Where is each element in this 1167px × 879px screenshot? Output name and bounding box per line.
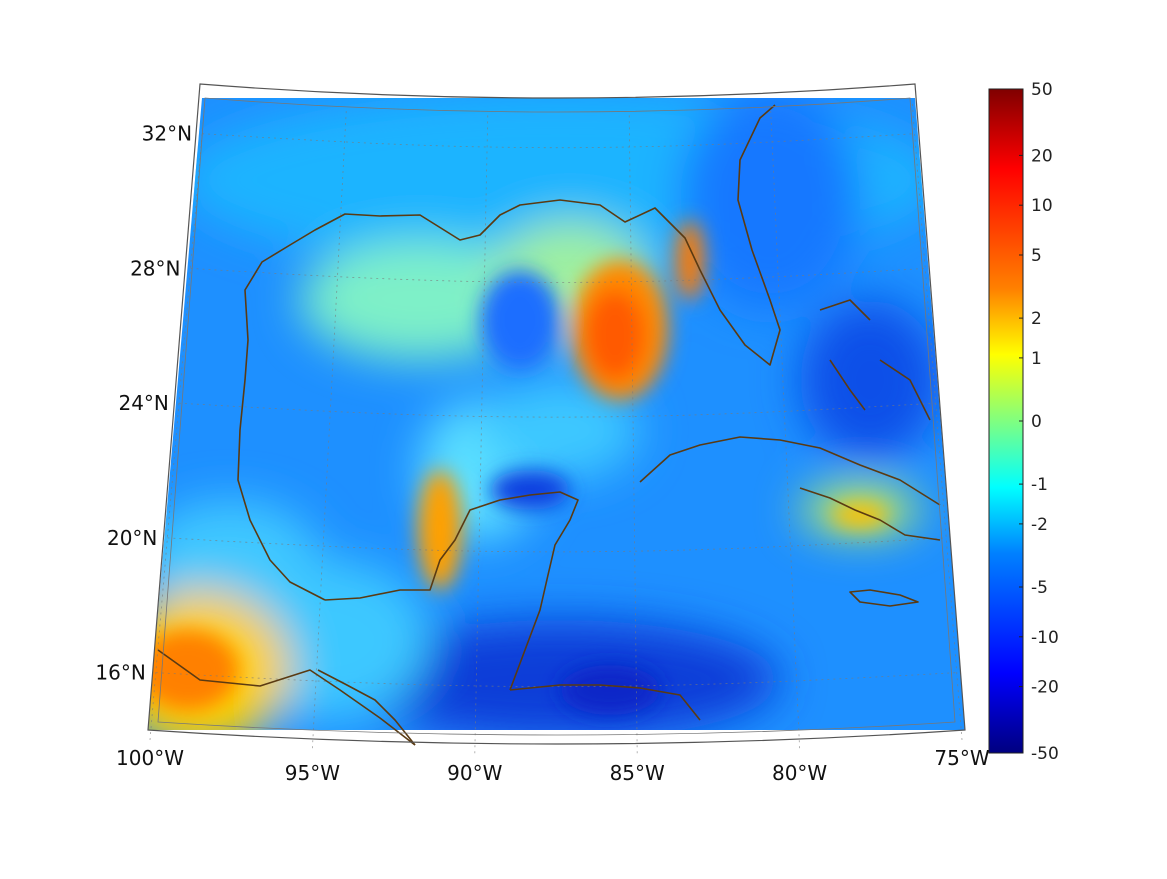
colorbar-tick-label: -2 (1031, 515, 1048, 535)
latitude-tick-label: 20°N (107, 526, 157, 550)
colorbar-tick-label: 10 (1031, 196, 1053, 216)
latitude-tick-label: 16°N (95, 661, 145, 685)
colorbar-gradient (988, 88, 1024, 754)
colorbar-tick-label: 0 (1031, 412, 1042, 432)
jamaica (849, 589, 919, 607)
latitude-tick-label: 24°N (118, 391, 168, 415)
longitude-tick-label: 95°W (285, 761, 340, 785)
colorbar-tick-label: 2 (1031, 309, 1042, 329)
parallel-line (155, 672, 957, 687)
parallel-line (167, 537, 947, 553)
longitude-tick-label: 75°W (934, 746, 989, 770)
field-layer (148, 98, 965, 730)
graticule-lines (149, 99, 963, 754)
colorbar-tick-label: 1 (1031, 349, 1042, 369)
coastline (157, 104, 941, 746)
colorbar-tick-label: -50 (1031, 744, 1059, 764)
bahamas (819, 299, 931, 421)
parallel-line (202, 133, 915, 149)
latitude-tick-label: 28°N (130, 256, 180, 280)
meridian-line (911, 99, 963, 741)
longitude-tick-label: 100°W (116, 746, 184, 770)
longitude-tick-label: 90°W (447, 761, 502, 785)
cuba (639, 436, 941, 506)
hispaniola (799, 487, 941, 541)
campeche-yucatan-coast (324, 491, 579, 691)
colorbar-tick-label: -10 (1031, 628, 1059, 648)
colorbar-tick-label: 5 (1031, 246, 1042, 266)
latitude-tick-labels: 32°N 28°N 24°N 20°N 16°N (95, 122, 192, 685)
colorbar-tick-label: -1 (1031, 475, 1048, 495)
meridian-line (312, 108, 347, 749)
latitude-tick-label: 32°N (142, 122, 192, 146)
colorbar-tick-label: -20 (1031, 678, 1059, 698)
central-america-coast (509, 684, 701, 721)
longitude-tick-label: 80°W (772, 761, 827, 785)
longitude-tick-label: 85°W (610, 761, 665, 785)
parallel-line (178, 402, 936, 418)
field-anomaly-peaks (148, 220, 888, 715)
colorbar-tick-label: 50 (1031, 80, 1053, 100)
colorbar-tick-label: -5 (1031, 578, 1048, 598)
mexico-pacific-border (317, 669, 416, 746)
meridian-line (628, 113, 638, 754)
meridian-line (149, 99, 206, 741)
parallel-line (190, 268, 926, 283)
field-smooth-blobs (148, 98, 940, 730)
longitude-tick-labels: 100°W 95°W 90°W 85°W 80°W 75°W (116, 746, 990, 785)
map-frame (147, 83, 966, 745)
gulf-coast-us-mexico (157, 104, 781, 746)
colorbar-tick-label: 20 (1031, 146, 1053, 166)
